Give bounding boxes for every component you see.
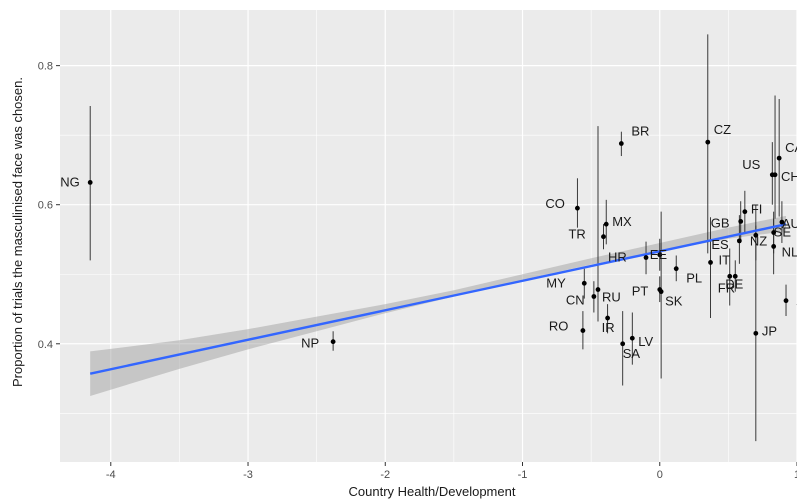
point-label-nl: NL [782,244,797,259]
point-es [736,238,742,244]
regression-line-group [89,223,787,375]
point-label-sk: SK [665,294,683,309]
x-tick-label: -3 [243,469,253,481]
point-gb [738,218,744,224]
point-cz [705,139,711,145]
y-axis-ticks: 0.4 0.6 0.8 [38,61,60,351]
point-fr [727,273,733,279]
point-label-co: CO [545,196,565,211]
point-nl [771,244,777,249]
x-tick-label: -1 [518,469,528,481]
point-label-sa: SA [623,346,641,361]
point-label-lv: LV [638,334,653,349]
point-hr [643,255,649,260]
point-label-us: US [742,157,760,172]
point-label-br: BR [631,124,649,139]
point-label-se: SE [774,225,792,240]
point-tr [601,234,606,240]
regression-line [89,223,787,375]
point-label-it: IT [719,252,731,267]
point-label-cz: CZ [714,122,731,137]
panel-background [60,10,797,462]
point-label-ch: CH [781,169,797,184]
point-ro [580,328,586,333]
point-label-fr: FR [718,280,735,295]
point-lv [629,335,635,341]
point-label-ee: EE [650,247,668,262]
x-tick-label: 0 [657,469,663,481]
point-ca [776,155,782,161]
point-label-mx: MX [612,214,632,229]
point-label-np: NP [301,336,319,351]
point-label-ir: IR [602,320,615,335]
point-ee [657,252,663,258]
point-sa [620,341,626,347]
point-ir [605,315,611,321]
point-label-ru: RU [602,290,621,305]
point-fi [742,209,748,215]
x-axis-ticks: -4 -3 -2 -1 0 1 [106,462,797,481]
plot-panel [60,10,797,462]
point-label-ng: NG [60,174,79,189]
point-label-hr: HR [608,250,627,265]
point-label-jp: JP [762,323,777,338]
confidence-band-group [90,215,787,396]
point-label-pl: PL [686,271,702,286]
x-tick-label: -2 [380,469,390,481]
point-label-gb: GB [711,215,730,230]
y-tick-label: 0.6 [38,200,53,212]
point-ch [772,172,778,178]
point-label-cn: CN [566,292,585,307]
point-co [575,205,580,211]
point-ru [595,287,601,292]
x-tick-label: 1 [794,469,797,481]
point-label-pt: PT [632,284,649,299]
x-tick-label: -4 [106,469,116,481]
y-axis-title: Proportion of trials the masculinised fa… [10,77,25,387]
point-ng [87,180,93,185]
point-label-nz: NZ [750,233,767,248]
point-label-es: ES [711,237,729,252]
point-label-my: MY [546,275,566,290]
point-mx [603,221,609,227]
point-jp [753,330,759,336]
point-it [708,260,713,265]
x-axis-title: Country Health/Development [349,484,516,499]
point-label-au: AU [782,216,797,231]
point-label-tr: TR [568,227,585,242]
point-br [618,141,624,146]
point-label-fi: FI [751,202,763,217]
point-nz [753,232,759,238]
point-label-ca: CA [785,140,797,155]
point-label-ro: RO [549,319,569,334]
data-points [87,139,789,347]
point-my [581,280,587,286]
confidence-band [90,215,787,396]
y-tick-label: 0.4 [38,339,53,351]
point-sg [783,298,789,304]
point-cn [591,294,597,299]
point-pl [673,266,679,272]
point-sk [658,289,664,295]
point-au [779,219,785,225]
point-se [771,230,777,235]
point-label-de: DE [725,276,743,291]
gridlines [60,10,797,462]
y-tick-label: 0.8 [38,61,53,73]
point-de [732,273,738,279]
point-np [330,339,336,345]
